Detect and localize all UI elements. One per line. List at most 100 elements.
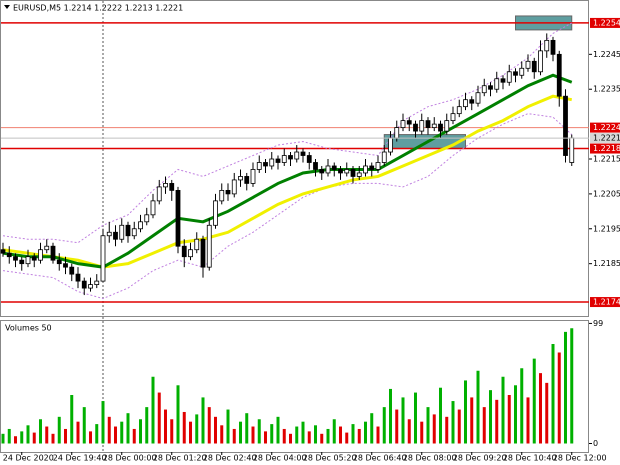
candle-body	[94, 280, 100, 286]
candle-body	[6, 252, 12, 258]
candle-body	[450, 113, 456, 122]
x-tick-label: 28 Dec 10:40	[503, 454, 557, 463]
candle-body	[19, 259, 25, 265]
candle-body	[300, 151, 306, 156]
candle-body	[175, 189, 181, 247]
candle-body	[463, 99, 468, 108]
candle-body	[181, 245, 187, 258]
candle-body	[206, 224, 212, 268]
candle-body	[13, 256, 18, 261]
candle-body	[244, 176, 250, 184]
candle-body	[188, 249, 193, 258]
candle-body	[88, 284, 93, 289]
candle-body	[256, 162, 262, 170]
candle-body	[81, 280, 87, 289]
candle-body	[550, 39, 556, 55]
y-tick-label: 1.2215	[593, 155, 620, 164]
indicator-line	[2, 94, 573, 269]
candle-body	[275, 158, 281, 163]
title-arrow	[4, 5, 10, 9]
candle-body	[63, 263, 68, 268]
y-tick-label: 1.2235	[593, 85, 620, 94]
x-tick-label: 28 Dec 05:20	[303, 454, 357, 463]
candle-body	[400, 120, 406, 129]
candle-body	[481, 85, 487, 94]
candle-body	[56, 259, 62, 265]
candle-body	[225, 189, 231, 195]
candle-body	[531, 60, 537, 73]
candle-body	[425, 120, 431, 129]
price-panel	[0, 0, 589, 317]
y-tick-label: 1.2195	[593, 224, 620, 233]
candle-body	[106, 231, 112, 237]
last-price-label: 1.2221	[593, 134, 620, 143]
candle-body	[119, 224, 125, 240]
candle-body	[250, 169, 256, 184]
candle-body	[231, 179, 237, 195]
y-tick-label: 99	[593, 319, 603, 328]
level-label: 1.2218	[593, 144, 620, 153]
candle-body	[331, 165, 337, 170]
candle-body	[538, 50, 543, 73]
candle-body	[325, 165, 331, 174]
candle-body	[69, 266, 75, 275]
candle-body	[556, 53, 562, 97]
x-tick-label: 24 Dec 2020	[3, 454, 54, 463]
candle-body	[388, 137, 393, 153]
candle-body	[269, 158, 275, 167]
x-tick-label: 28 Dec 04:00	[253, 454, 307, 463]
candle-body	[488, 85, 493, 90]
candle-body	[375, 162, 381, 170]
candle-body	[525, 60, 531, 69]
candle-body	[44, 245, 50, 251]
candle-body	[494, 78, 500, 90]
candle-body	[506, 71, 512, 83]
candle-body	[38, 249, 43, 261]
candle-body	[313, 162, 318, 170]
candle-body	[394, 127, 400, 139]
x-tick-label: 24 Dec 19:40	[53, 454, 107, 463]
candle-body	[369, 165, 375, 170]
candle-body	[350, 169, 356, 177]
level-label: 1.2174	[593, 298, 620, 307]
candle-body	[144, 214, 150, 223]
y-tick-label: 0	[593, 439, 598, 448]
candle-body	[263, 162, 268, 167]
level-label: 1.2224	[593, 123, 620, 132]
candle-body	[381, 151, 387, 163]
candle-body	[156, 186, 162, 202]
candle-body	[475, 92, 481, 104]
candle-body	[125, 224, 131, 237]
candle-body	[131, 228, 137, 237]
candle-body	[431, 123, 437, 129]
candle-body	[456, 106, 462, 115]
x-tick-label: 28 Dec 06:40	[353, 454, 407, 463]
candle-body	[219, 189, 225, 202]
level-label-box	[590, 122, 620, 133]
candle-body	[413, 123, 418, 132]
candle-body	[469, 99, 475, 104]
candle-body	[138, 221, 143, 230]
candle-body	[281, 155, 287, 163]
candle-body	[519, 67, 525, 76]
candle-body	[288, 155, 293, 160]
candle-body	[444, 120, 450, 132]
x-tick-label: 28 Dec 02:40	[203, 454, 257, 463]
candle-body	[563, 95, 568, 156]
candle-body	[50, 245, 56, 261]
candle-body	[569, 137, 575, 163]
level-label-box	[590, 297, 620, 308]
candle-body	[0, 249, 6, 254]
candle-body	[500, 78, 506, 83]
chart-title: EURUSD,M5 1.2214 1.2222 1.2213 1.2221	[13, 4, 183, 13]
volume-title: Volumes 50	[5, 324, 52, 333]
level-label-box	[590, 143, 620, 154]
candle-body	[100, 235, 106, 282]
y-tick-label: 1.2205	[593, 189, 620, 198]
x-tick-label: 28 Dec 08:00	[403, 454, 457, 463]
candle-body	[194, 238, 200, 251]
x-tick-label: 28 Dec 01:20	[153, 454, 207, 463]
candle-body	[294, 151, 300, 160]
